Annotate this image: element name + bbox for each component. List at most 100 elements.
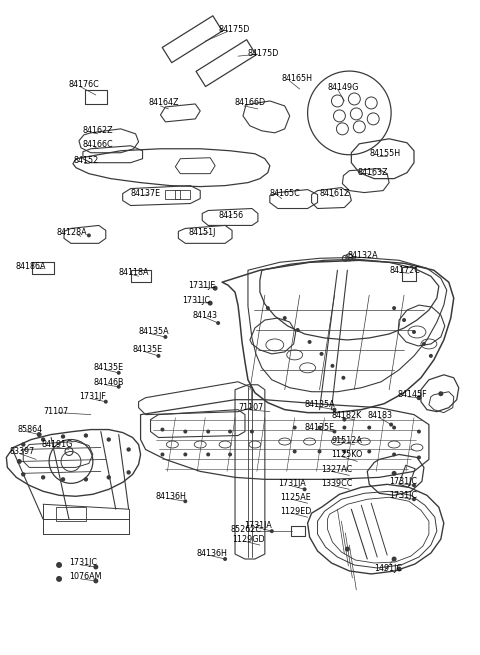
Circle shape — [84, 434, 88, 438]
Text: 71107: 71107 — [43, 407, 68, 416]
Circle shape — [21, 472, 25, 477]
Circle shape — [228, 453, 232, 457]
Text: 84162Z: 84162Z — [83, 126, 114, 136]
Text: 1339CC: 1339CC — [322, 479, 353, 488]
Text: 1731JE: 1731JE — [188, 281, 216, 290]
Text: 1731JC: 1731JC — [389, 477, 417, 486]
Circle shape — [367, 426, 371, 430]
Text: 84149G: 84149G — [327, 83, 359, 92]
Circle shape — [341, 376, 346, 380]
Circle shape — [392, 453, 396, 457]
Circle shape — [367, 449, 371, 453]
Circle shape — [156, 354, 160, 358]
Circle shape — [396, 567, 402, 571]
Circle shape — [87, 233, 91, 237]
Circle shape — [422, 342, 426, 346]
Text: 84135E: 84135E — [94, 364, 124, 372]
Circle shape — [164, 335, 168, 339]
Text: 84161Z: 84161Z — [320, 189, 350, 198]
Circle shape — [438, 391, 444, 396]
Circle shape — [17, 459, 22, 464]
Text: 84176C: 84176C — [69, 79, 100, 88]
Text: 84165H: 84165H — [282, 73, 313, 83]
Text: 1125KO: 1125KO — [332, 450, 363, 459]
Circle shape — [389, 422, 393, 426]
Circle shape — [417, 455, 421, 459]
Circle shape — [41, 438, 45, 441]
Circle shape — [126, 447, 131, 452]
Circle shape — [84, 477, 88, 481]
Text: 71107: 71107 — [238, 403, 263, 412]
Circle shape — [36, 432, 42, 437]
Text: 1125AE: 1125AE — [280, 493, 311, 502]
Circle shape — [61, 434, 65, 439]
Text: 84132A: 84132A — [348, 251, 378, 260]
Circle shape — [216, 321, 220, 325]
Circle shape — [107, 475, 111, 479]
Circle shape — [93, 578, 98, 584]
Text: 84155H: 84155H — [369, 149, 400, 159]
Text: 84156: 84156 — [218, 211, 243, 220]
Text: 1076AM: 1076AM — [69, 572, 101, 582]
Text: 84145F: 84145F — [397, 390, 427, 399]
Text: 84128A: 84128A — [56, 228, 87, 237]
Text: 1129GD: 1129GD — [232, 534, 264, 544]
Circle shape — [417, 395, 421, 400]
Circle shape — [223, 557, 227, 561]
Text: 84175D: 84175D — [218, 25, 250, 34]
Circle shape — [392, 471, 396, 476]
Text: 84118A: 84118A — [119, 268, 149, 276]
Circle shape — [93, 565, 98, 569]
Text: 84152: 84152 — [74, 156, 99, 165]
Circle shape — [213, 286, 217, 291]
Text: 1731JA: 1731JA — [244, 521, 272, 530]
Text: 84186A: 84186A — [15, 262, 46, 271]
Circle shape — [318, 426, 322, 430]
Text: 1129ED: 1129ED — [280, 507, 311, 515]
Circle shape — [21, 442, 25, 447]
Circle shape — [283, 316, 287, 320]
Circle shape — [266, 306, 270, 310]
Text: 84136H: 84136H — [196, 548, 227, 557]
Text: 84151J: 84151J — [188, 228, 216, 237]
Text: 91512A: 91512A — [332, 436, 362, 445]
Circle shape — [342, 426, 347, 430]
Circle shape — [250, 430, 254, 434]
Text: 84143: 84143 — [192, 310, 217, 320]
Circle shape — [160, 453, 165, 457]
Circle shape — [270, 529, 274, 533]
Circle shape — [117, 371, 120, 375]
Circle shape — [429, 354, 433, 358]
Circle shape — [296, 328, 300, 332]
Circle shape — [417, 430, 421, 434]
Text: 1491JC: 1491JC — [374, 565, 402, 574]
Text: 1731JC: 1731JC — [182, 295, 210, 305]
Text: 84135A: 84135A — [305, 400, 335, 409]
Circle shape — [41, 475, 45, 479]
Circle shape — [318, 449, 322, 453]
Circle shape — [206, 453, 210, 457]
Text: 84175D: 84175D — [248, 48, 279, 58]
Circle shape — [412, 330, 416, 334]
Text: 84183: 84183 — [367, 411, 392, 420]
Text: 84182K: 84182K — [332, 411, 362, 420]
Circle shape — [293, 449, 297, 453]
Circle shape — [392, 557, 396, 561]
Circle shape — [56, 562, 62, 568]
Text: 84135E: 84135E — [132, 345, 163, 354]
Text: 83397: 83397 — [9, 447, 35, 456]
Circle shape — [342, 449, 347, 453]
Circle shape — [333, 407, 336, 411]
Text: 85262C: 85262C — [230, 525, 261, 534]
Text: 1731JF: 1731JF — [79, 392, 106, 402]
Circle shape — [412, 497, 416, 501]
Circle shape — [402, 318, 406, 322]
Circle shape — [412, 483, 416, 487]
Text: 85864: 85864 — [17, 425, 42, 434]
Circle shape — [333, 430, 336, 434]
Text: 1327AC: 1327AC — [322, 465, 353, 474]
Text: 84164Z: 84164Z — [148, 98, 179, 107]
Text: 84135E: 84135E — [305, 423, 335, 432]
Text: 84165C: 84165C — [270, 189, 300, 198]
Text: 1731JC: 1731JC — [69, 559, 97, 567]
